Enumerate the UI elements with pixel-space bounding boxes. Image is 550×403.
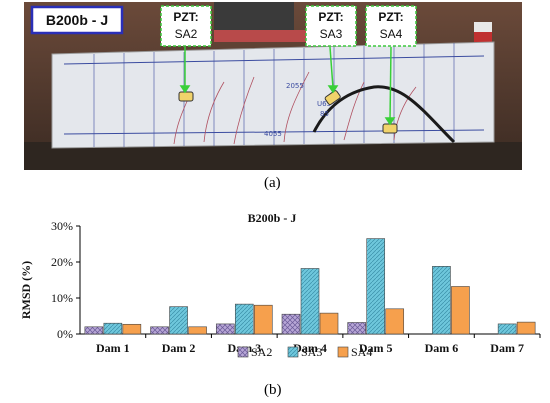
x-tick-label: Dam 4: [293, 341, 327, 355]
x-tick-label: Dam 2: [162, 341, 196, 355]
sensor-sa3: [324, 90, 341, 106]
pzt-tag-sa4: PZT: SA4: [365, 5, 417, 47]
y-tick-label: 20%: [51, 255, 73, 269]
chart-title: B200b - J: [248, 211, 297, 225]
x-tick-label: Dam 7: [490, 341, 524, 355]
bar-sa3: [300, 268, 320, 335]
beam-mark-u65: U65: [317, 100, 331, 108]
beam-mark-85: 85: [320, 110, 329, 118]
bar-sa3: [234, 303, 254, 335]
legend-swatch-sa2: [237, 346, 249, 358]
legend-swatch-sa3: [287, 346, 299, 358]
bar-sa3: [432, 266, 451, 335]
sensor-sa2: [178, 91, 194, 102]
bar-sa3: [169, 306, 188, 335]
pzt-tag-sa3-title: PZT:: [318, 10, 343, 24]
rmsd-bar-chart: B200b - J RMSD (%) 0% 10% 20% 30% Dam 1 Dam 2…: [19, 211, 541, 359]
y-axis-label: RMSD (%): [19, 261, 33, 319]
x-tick-label: Dam 6: [425, 341, 459, 355]
beam-mark-top: 2055: [286, 82, 304, 90]
pzt-tag-sa3-name: SA3: [320, 27, 343, 41]
caption-b: (b): [264, 382, 282, 398]
legend-swatch-sa4: [337, 346, 349, 358]
legend-label-sa3: SA3: [301, 345, 322, 359]
pzt-tag-sa2-name: SA2: [175, 27, 198, 41]
bar-sa3: [366, 238, 386, 335]
bar-sa3: [103, 322, 123, 335]
bar-sa4: [385, 308, 405, 335]
bar-sa4: [253, 304, 273, 335]
pzt-tag-sa3: PZT: SA3: [305, 5, 357, 47]
pzt-tag-sa2-title: PZT:: [173, 10, 198, 24]
specimen-label: B200b - J: [46, 12, 108, 28]
bar-sa3: [497, 323, 517, 335]
legend-label-sa4: SA4: [351, 345, 372, 359]
bar-sa2: [84, 326, 104, 335]
beam-test-photo: 2055 4055 U65 85 B200b - J PZT: SA2 PZT:…: [24, 2, 522, 170]
caption-a: (a): [264, 175, 281, 191]
x-tick-label: Dam 1: [96, 341, 130, 355]
bar-sa4: [188, 326, 207, 335]
specimen-label-box: [30, 5, 124, 35]
beam-mark-bottom: 4055: [264, 130, 282, 138]
bar-sa2: [150, 326, 169, 335]
legend-label-sa2: SA2: [251, 345, 272, 359]
bar-sa4: [451, 286, 470, 335]
pzt-tag-sa4-name: SA4: [380, 27, 403, 41]
y-tick-label: 0%: [57, 327, 73, 341]
bar-sa2: [215, 323, 235, 335]
bar-sa2: [281, 313, 301, 335]
y-tick-label: 10%: [51, 291, 73, 305]
bar-sa4: [319, 312, 339, 335]
y-tick-label: 30%: [51, 219, 73, 233]
pzt-tag-sa4-title: PZT:: [378, 10, 403, 24]
bar-sa4: [516, 321, 536, 335]
bar-sa4: [122, 323, 142, 335]
x-tick-label: Dam 5: [359, 341, 393, 355]
legend: SA2 SA3 SA4: [237, 345, 372, 359]
bar-sa2: [347, 322, 367, 335]
pzt-tag-sa2: PZT: SA2: [160, 5, 212, 47]
